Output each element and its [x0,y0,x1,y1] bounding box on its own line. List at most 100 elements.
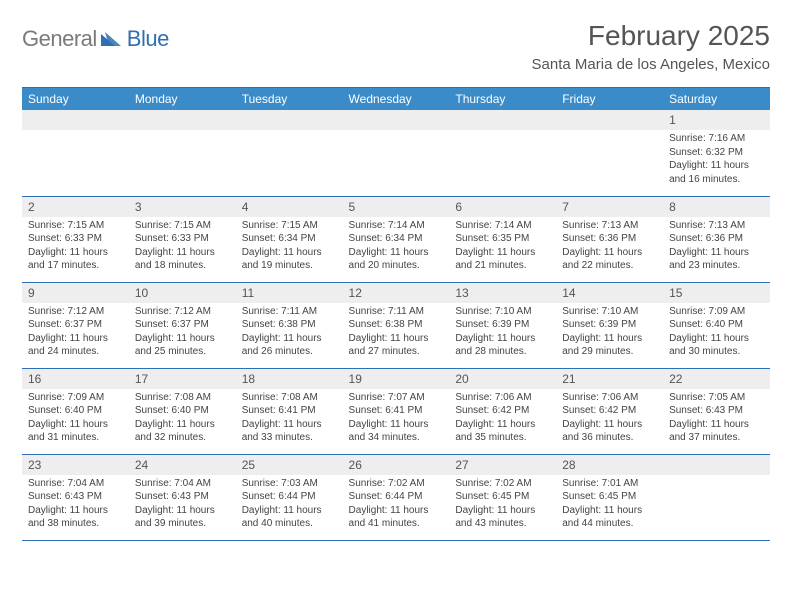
daylight2-text: and 31 minutes. [28,431,123,445]
brand-first: General [22,26,97,52]
day-body: Sunrise: 7:03 AMSunset: 6:44 PMDaylight:… [236,475,343,535]
daylight2-text: and 40 minutes. [242,517,337,531]
sunset-text: Sunset: 6:42 PM [455,404,550,418]
day-body: Sunrise: 7:14 AMSunset: 6:35 PMDaylight:… [449,217,556,277]
sunrise-text: Sunrise: 7:06 AM [562,391,657,405]
sunrise-text: Sunrise: 7:08 AM [135,391,230,405]
sunrise-text: Sunrise: 7:12 AM [135,305,230,319]
calendar-day-cell: 7Sunrise: 7:13 AMSunset: 6:36 PMDaylight… [556,196,663,282]
daylight2-text: and 39 minutes. [135,517,230,531]
daylight1-text: Daylight: 11 hours [349,504,444,518]
daylight1-text: Daylight: 11 hours [669,418,764,432]
day-body: Sunrise: 7:13 AMSunset: 6:36 PMDaylight:… [556,217,663,277]
calendar-day-cell: 28Sunrise: 7:01 AMSunset: 6:45 PMDayligh… [556,454,663,540]
day-body: Sunrise: 7:12 AMSunset: 6:37 PMDaylight:… [22,303,129,363]
day-number: 13 [449,283,556,303]
day-number: 6 [449,197,556,217]
calendar-week-row: 9Sunrise: 7:12 AMSunset: 6:37 PMDaylight… [22,282,770,368]
sunset-text: Sunset: 6:38 PM [242,318,337,332]
location: Santa Maria de los Angeles, Mexico [532,56,770,73]
daylight1-text: Daylight: 11 hours [28,332,123,346]
day-number: 1 [663,110,770,130]
month-title: February 2025 [532,20,770,52]
day-number: 25 [236,455,343,475]
day-number: 9 [22,283,129,303]
calendar-week-row: 16Sunrise: 7:09 AMSunset: 6:40 PMDayligh… [22,368,770,454]
daylight2-text: and 35 minutes. [455,431,550,445]
sunrise-text: Sunrise: 7:06 AM [455,391,550,405]
day-number [663,455,770,475]
daylight2-text: and 17 minutes. [28,259,123,273]
day-number: 20 [449,369,556,389]
day-body: Sunrise: 7:08 AMSunset: 6:40 PMDaylight:… [129,389,236,449]
sunset-text: Sunset: 6:44 PM [349,490,444,504]
day-number: 23 [22,455,129,475]
daylight1-text: Daylight: 11 hours [455,504,550,518]
daylight1-text: Daylight: 11 hours [455,332,550,346]
calendar-week-row: 1Sunrise: 7:16 AMSunset: 6:32 PMDaylight… [22,110,770,196]
sunset-text: Sunset: 6:33 PM [28,232,123,246]
daylight1-text: Daylight: 11 hours [669,246,764,260]
daylight1-text: Daylight: 11 hours [669,332,764,346]
daylight2-text: and 37 minutes. [669,431,764,445]
sunset-text: Sunset: 6:43 PM [28,490,123,504]
calendar-week-row: 2Sunrise: 7:15 AMSunset: 6:33 PMDaylight… [22,196,770,282]
daylight2-text: and 18 minutes. [135,259,230,273]
sunset-text: Sunset: 6:38 PM [349,318,444,332]
calendar-day-cell: 10Sunrise: 7:12 AMSunset: 6:37 PMDayligh… [129,282,236,368]
day-body: Sunrise: 7:14 AMSunset: 6:34 PMDaylight:… [343,217,450,277]
day-body: Sunrise: 7:04 AMSunset: 6:43 PMDaylight:… [129,475,236,535]
brand-logo: General Blue [22,26,169,52]
sunrise-text: Sunrise: 7:09 AM [669,305,764,319]
daylight2-text: and 23 minutes. [669,259,764,273]
sunrise-text: Sunrise: 7:15 AM [28,219,123,233]
daylight1-text: Daylight: 11 hours [28,504,123,518]
calendar-day-cell: 18Sunrise: 7:08 AMSunset: 6:41 PMDayligh… [236,368,343,454]
weekday-header-row: Sunday Monday Tuesday Wednesday Thursday… [22,88,770,111]
day-number [449,110,556,130]
sunset-text: Sunset: 6:40 PM [135,404,230,418]
day-body: Sunrise: 7:08 AMSunset: 6:41 PMDaylight:… [236,389,343,449]
daylight1-text: Daylight: 11 hours [135,332,230,346]
sunset-text: Sunset: 6:44 PM [242,490,337,504]
daylight1-text: Daylight: 11 hours [349,246,444,260]
daylight1-text: Daylight: 11 hours [242,332,337,346]
calendar-day-cell: 19Sunrise: 7:07 AMSunset: 6:41 PMDayligh… [343,368,450,454]
calendar-day-cell: 5Sunrise: 7:14 AMSunset: 6:34 PMDaylight… [343,196,450,282]
sunrise-text: Sunrise: 7:11 AM [242,305,337,319]
day-number: 22 [663,369,770,389]
daylight1-text: Daylight: 11 hours [562,504,657,518]
day-number: 27 [449,455,556,475]
day-number: 12 [343,283,450,303]
daylight2-text: and 27 minutes. [349,345,444,359]
daylight2-text: and 44 minutes. [562,517,657,531]
calendar-day-cell: 23Sunrise: 7:04 AMSunset: 6:43 PMDayligh… [22,454,129,540]
day-body: Sunrise: 7:11 AMSunset: 6:38 PMDaylight:… [343,303,450,363]
day-number: 24 [129,455,236,475]
calendar-day-cell: 26Sunrise: 7:02 AMSunset: 6:44 PMDayligh… [343,454,450,540]
weekday-header: Monday [129,88,236,111]
daylight2-text: and 41 minutes. [349,517,444,531]
day-body: Sunrise: 7:11 AMSunset: 6:38 PMDaylight:… [236,303,343,363]
calendar-day-cell [343,110,450,196]
calendar-day-cell: 27Sunrise: 7:02 AMSunset: 6:45 PMDayligh… [449,454,556,540]
calendar-day-cell: 3Sunrise: 7:15 AMSunset: 6:33 PMDaylight… [129,196,236,282]
calendar-day-cell: 24Sunrise: 7:04 AMSunset: 6:43 PMDayligh… [129,454,236,540]
day-body: Sunrise: 7:15 AMSunset: 6:33 PMDaylight:… [22,217,129,277]
daylight1-text: Daylight: 11 hours [562,332,657,346]
sunset-text: Sunset: 6:36 PM [669,232,764,246]
sunset-text: Sunset: 6:40 PM [28,404,123,418]
sunset-text: Sunset: 6:33 PM [135,232,230,246]
calendar-day-cell: 21Sunrise: 7:06 AMSunset: 6:42 PMDayligh… [556,368,663,454]
sunset-text: Sunset: 6:39 PM [455,318,550,332]
daylight2-text: and 33 minutes. [242,431,337,445]
day-number [343,110,450,130]
daylight1-text: Daylight: 11 hours [28,418,123,432]
day-number: 5 [343,197,450,217]
sunset-text: Sunset: 6:43 PM [669,404,764,418]
day-number: 10 [129,283,236,303]
daylight2-text: and 24 minutes. [28,345,123,359]
day-number: 18 [236,369,343,389]
sunrise-text: Sunrise: 7:14 AM [349,219,444,233]
day-number: 4 [236,197,343,217]
